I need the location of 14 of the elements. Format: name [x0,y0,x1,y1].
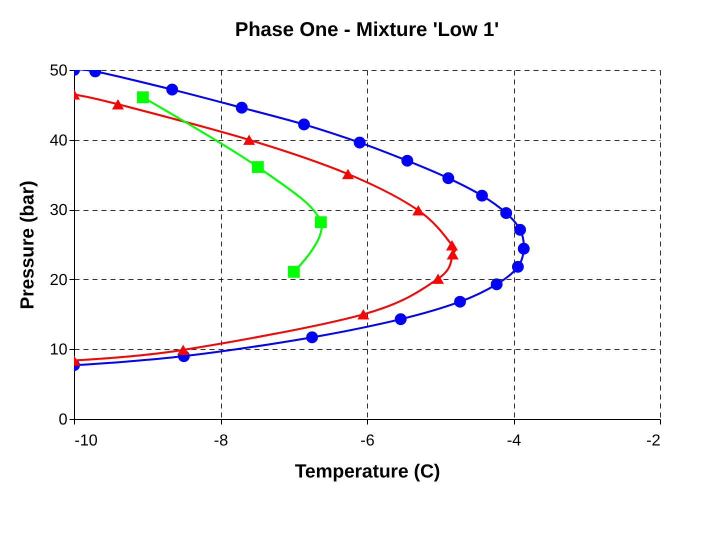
x-tick-label: -6 [360,432,375,450]
y-tick-label: 30 [50,202,68,220]
x-tick-label: -2 [646,432,661,450]
x-axis-title: Temperature (C) [294,462,440,482]
y-tick-label: 50 [50,62,68,80]
y-tick-label: 40 [50,132,68,150]
y-axis-title: Pressure (bar) [18,180,39,310]
y-tick-label: 10 [50,342,68,359]
y-tick-label: 20 [50,272,68,289]
x-tick-label: -8 [214,432,228,450]
x-tick-label: -10 [74,432,98,450]
chart-title: Phase One - Mixture 'Low 1' [234,19,500,41]
x-tick-label: -4 [506,432,522,450]
y-tick-label: 0 [58,412,68,428]
